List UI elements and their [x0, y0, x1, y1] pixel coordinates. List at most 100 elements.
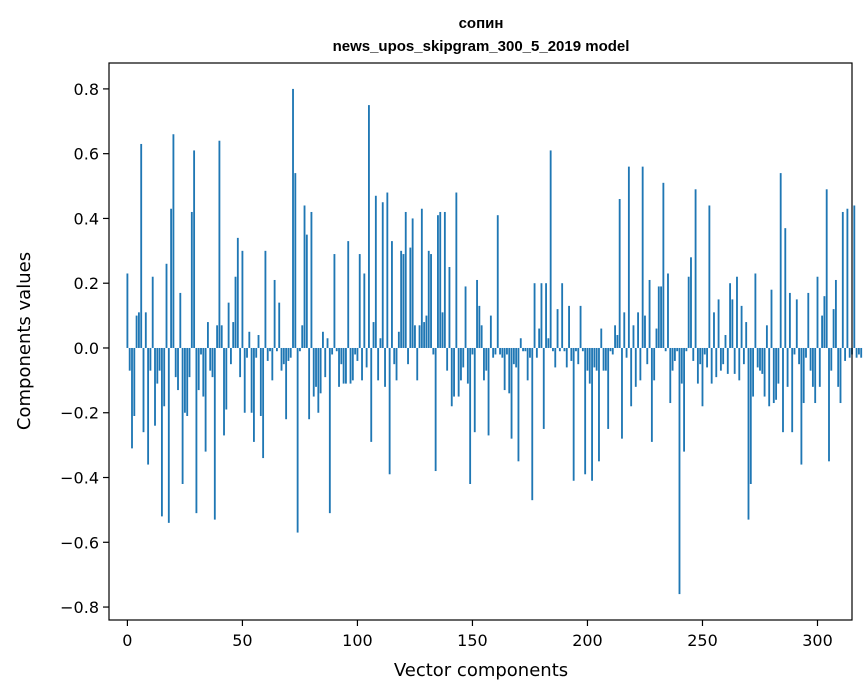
bar: [515, 347, 518, 368]
bar: [457, 347, 460, 397]
bar: [246, 347, 248, 358]
bar: [255, 347, 258, 358]
bar: [287, 347, 290, 361]
bar: [818, 347, 821, 387]
bar: [533, 283, 536, 348]
bar: [190, 211, 193, 348]
bar: [788, 292, 791, 348]
bar: [301, 325, 304, 348]
bar: [756, 347, 759, 368]
bar: [616, 335, 619, 348]
bar: [462, 347, 465, 368]
bar: [335, 347, 338, 352]
bar: [432, 347, 435, 355]
bar: [163, 347, 166, 407]
bar: [549, 150, 552, 348]
bar: [135, 315, 138, 348]
bar: [379, 338, 382, 348]
bar: [209, 347, 212, 371]
bar: [331, 347, 334, 355]
bar: [690, 257, 692, 348]
bar: [280, 347, 283, 371]
x-axis-label: Vector components: [394, 660, 568, 681]
y-tick-label: −0.8: [60, 598, 99, 617]
bar: [828, 347, 830, 462]
x-tick-label: 0: [122, 631, 132, 650]
bar: [575, 347, 577, 352]
bar: [738, 347, 741, 381]
bar: [816, 276, 819, 348]
x-tick-label: 300: [802, 631, 833, 650]
bar: [595, 347, 598, 371]
bar: [453, 347, 455, 397]
bar: [384, 347, 386, 387]
bar: [289, 347, 292, 358]
bar: [177, 347, 179, 391]
bar: [257, 335, 260, 348]
bar: [547, 338, 550, 348]
bar: [598, 347, 600, 462]
bar: [372, 322, 375, 348]
bar: [328, 347, 331, 514]
bar: [535, 347, 538, 358]
bar: [600, 328, 603, 348]
bar: [696, 347, 699, 384]
bar: [710, 347, 713, 384]
bar: [618, 199, 621, 348]
bar: [579, 305, 582, 348]
bar: [519, 338, 522, 348]
bar: [478, 305, 481, 348]
plot-frame: [108, 62, 853, 621]
bar: [271, 347, 274, 381]
bar: [791, 347, 794, 433]
bar: [545, 283, 547, 348]
bar: [324, 347, 327, 378]
bar: [476, 279, 478, 348]
bar: [338, 347, 340, 387]
bar: [450, 347, 453, 407]
bar: [402, 254, 405, 348]
bar: [156, 347, 159, 384]
bar: [188, 347, 191, 378]
bar: [193, 150, 196, 348]
bar: [499, 347, 501, 355]
y-axis-label: Components values: [14, 252, 35, 430]
bar: [225, 347, 228, 410]
bar: [558, 347, 561, 352]
bar: [837, 347, 840, 387]
y-tick-label: 0.0: [74, 339, 99, 358]
y-tick-label: 0.6: [74, 145, 99, 164]
bar: [736, 276, 738, 348]
bar: [708, 205, 711, 348]
bar: [354, 347, 357, 355]
bar: [485, 347, 488, 371]
bar: [377, 347, 380, 381]
bar: [473, 347, 476, 433]
bar: [358, 254, 361, 348]
bar: [759, 347, 761, 371]
bar: [216, 325, 219, 348]
bar: [351, 347, 354, 381]
bar: [147, 347, 150, 465]
bar: [761, 347, 764, 374]
y-tick-label: −0.4: [60, 469, 99, 488]
bar: [179, 292, 182, 348]
bar: [678, 347, 681, 595]
bar: [798, 347, 801, 365]
bar: [142, 347, 145, 433]
bar: [669, 347, 672, 404]
bar: [644, 315, 646, 348]
bar: [356, 347, 359, 361]
bar: [407, 347, 409, 365]
bar: [400, 250, 403, 348]
x-axis: 0 50 100 150 200 250 300: [122, 620, 833, 650]
y-tick-label: −0.2: [60, 404, 99, 423]
bar: [464, 286, 467, 348]
bar: [276, 347, 278, 352]
bar: [650, 347, 653, 442]
bar: [340, 347, 343, 365]
bar: [269, 347, 271, 352]
bar: [611, 347, 614, 355]
bar: [151, 276, 154, 348]
bar: [471, 347, 474, 355]
